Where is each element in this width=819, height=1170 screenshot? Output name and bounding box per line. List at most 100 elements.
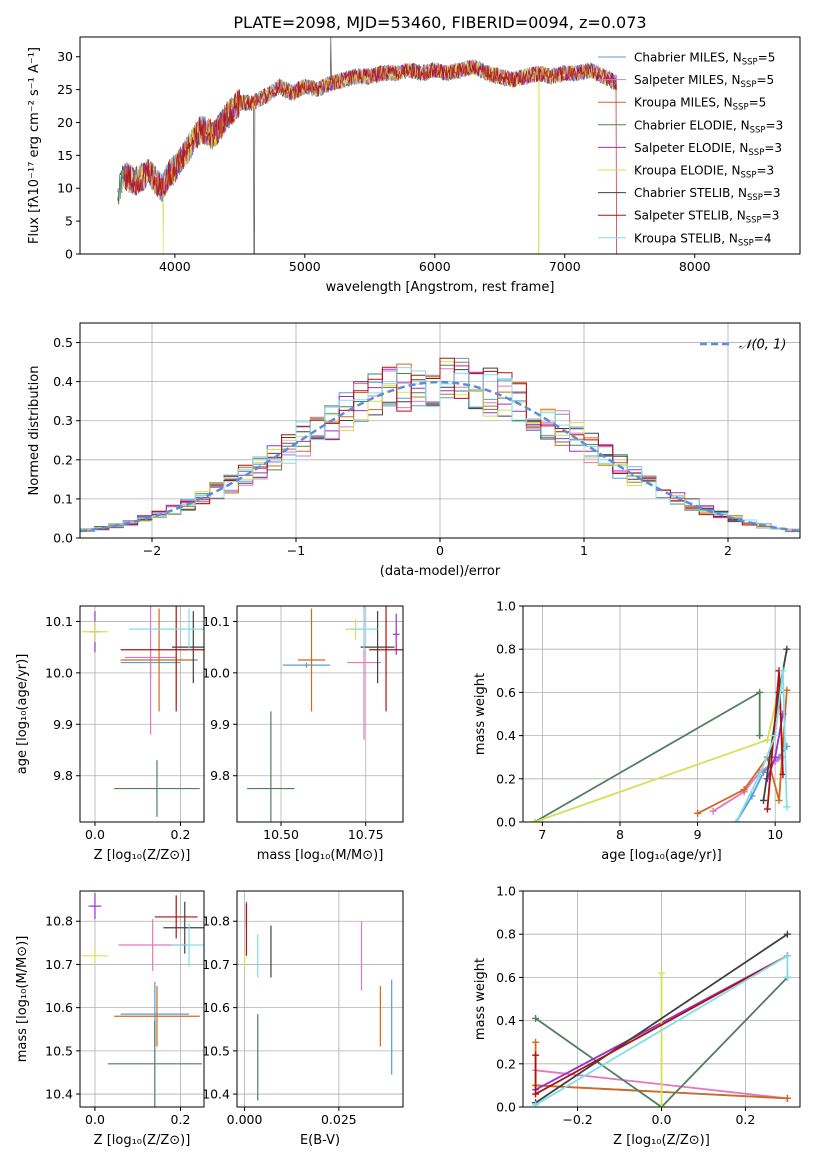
mass-weight-series xyxy=(658,969,665,1107)
y-tick-label: 1.0 xyxy=(496,884,516,899)
errorbar-point xyxy=(297,608,326,712)
spectrum-marks xyxy=(117,37,618,254)
mass-weight-marker xyxy=(740,786,748,794)
y-tick-label: 0.6 xyxy=(496,685,516,700)
x-tick-label: 0.000 xyxy=(227,1112,263,1127)
x-tick-label: 0.2 xyxy=(735,1112,755,1127)
y-tick-label: 0.2 xyxy=(496,771,516,786)
x-axis-label: E(B-V) xyxy=(300,1133,340,1148)
errorbar-point xyxy=(392,613,400,655)
x-tick-label: 9 xyxy=(694,827,702,842)
y-tick-label: 10.0 xyxy=(45,665,73,680)
mass-weight-line xyxy=(697,690,788,815)
mass-weight-marker xyxy=(763,736,771,744)
x-tick-label: 10.75 xyxy=(348,827,384,842)
y-tick-label: 10.1 xyxy=(45,614,73,629)
y-tick-label: 0.0 xyxy=(496,1100,516,1115)
y-tick-label: 9.9 xyxy=(53,717,73,732)
mass-weight-series xyxy=(531,688,764,822)
legend-entry: Salpeter MILES, NSSP=5 xyxy=(634,73,774,90)
residual_histogram-plot: −2 −1 0 1 2 0.0 0.1 0.2 0.3 0.4 0.5 (data-model)/er… xyxy=(27,322,801,579)
age_vs_mass-plot: 10.50 10.75 9.8 9.9 10.0 10.1 mass [log₁₀(M/M⊙… xyxy=(202,605,404,863)
mass-weight-marker xyxy=(532,1051,540,1059)
y-tick-label: 10.0 xyxy=(202,665,230,680)
axes-frame xyxy=(522,605,801,823)
x-axis-label: Z [log₁₀(Z/Z⊙)] xyxy=(94,848,191,863)
y-tick-label: 0.5 xyxy=(53,335,73,350)
y-tick-label: 0.4 xyxy=(496,728,516,743)
errorbar-point xyxy=(107,1020,202,1107)
y-axis-label: mass weight xyxy=(473,673,488,755)
x-tick-label: 1 xyxy=(580,543,588,558)
axes-frame xyxy=(79,36,801,255)
y-tick-label: 0.2 xyxy=(53,452,73,467)
mass-weight-line xyxy=(535,976,789,1107)
age_vs_Z-plot: 0.0 0.2 9.8 9.9 10.0 10.1 Z [log₁₀(Z/Z⊙)] age [… xyxy=(15,605,205,863)
mass-weight-marker xyxy=(783,645,791,653)
y-tick-label: 10.5 xyxy=(45,1043,73,1058)
residual_histogram-marks xyxy=(80,357,800,533)
mass-weight-series xyxy=(532,952,791,1107)
legend-entry: Kroupa STELIB, NSSP=4 xyxy=(634,231,772,248)
axes-frame xyxy=(79,890,205,1108)
y-tick-label: 10.6 xyxy=(45,1000,73,1015)
x-tick-label: 0.2 xyxy=(171,827,191,842)
y-tick-label: 10.7 xyxy=(202,957,230,972)
axes-frame xyxy=(236,605,404,823)
mass-weight-marker xyxy=(783,1094,791,1102)
errorbar-point xyxy=(163,901,204,954)
y-tick-label: 25 xyxy=(57,82,73,97)
x-tick-label: 0 xyxy=(436,543,444,558)
errorbar-point xyxy=(120,606,204,712)
mass-weight-marker xyxy=(783,686,791,694)
y-tick-label: 0.4 xyxy=(496,1013,516,1028)
mass_weight_vs_age-plot: 7 8 9 10 0.0 0.2 0.4 0.6 0.8 1.0 age [log₁₀(age/yr… xyxy=(473,599,801,863)
errorbar-point xyxy=(171,611,204,684)
spectrum-series-line xyxy=(123,60,617,254)
y-tick-label: 10 xyxy=(57,181,73,196)
x-tick-label: 7 xyxy=(538,827,546,842)
y-axis-label: Flux [fλ10⁻¹⁷ erg cm⁻² s⁻¹ A⁻¹] xyxy=(27,47,42,244)
normal-reference-curve xyxy=(80,380,800,533)
x-axis-label: Z [log₁₀(Z/Z⊙)] xyxy=(94,1133,191,1148)
legend-entry: 𝒩(0, 1) xyxy=(739,338,786,353)
x-tick-label: 0.0 xyxy=(85,827,105,842)
y-tick-label: 0.8 xyxy=(496,642,516,657)
legend-entry: Chabrier STELIB, NSSP=3 xyxy=(634,186,781,203)
histogram-step xyxy=(80,367,800,532)
mass-weight-marker xyxy=(771,732,779,740)
errorbar-point xyxy=(114,760,200,817)
age_vs_mass-marks xyxy=(247,606,403,822)
spectrum-series-line xyxy=(123,59,617,201)
x-axis-label: mass [log₁₀(M/M⊙)] xyxy=(257,848,384,863)
errorbar-point xyxy=(369,606,403,712)
y-tick-label: 10.5 xyxy=(202,1043,230,1058)
y-tick-label: 10.1 xyxy=(202,614,230,629)
mass-weight-marker xyxy=(658,1103,665,1107)
x-tick-label: 0.0 xyxy=(652,1112,672,1127)
x-tick-label: 10 xyxy=(767,827,783,842)
x-tick-label: 8 xyxy=(616,827,624,842)
mass-weight-marker xyxy=(756,732,764,740)
errorbar-point xyxy=(120,608,198,712)
mass-weight-marker xyxy=(709,807,717,815)
y-tick-label: 0.1 xyxy=(53,491,73,506)
errorbar-point xyxy=(282,662,331,668)
spectrum-plot: 4000 5000 6000 7000 8000 0 5 10 15 20 25 30 waveleng… xyxy=(27,36,801,295)
x-tick-label: −2 xyxy=(143,543,161,558)
figure-title: PLATE=2098, MJD=53460, FIBERID=0094, z=0… xyxy=(233,13,646,32)
x-axis-label: wavelength [Angstrom, rest frame] xyxy=(326,280,555,295)
spectrum-legend: Chabrier MILES, NSSP=5 Salpeter MILES, NS… xyxy=(598,51,783,248)
errorbar-point xyxy=(171,923,204,967)
errorbar-point xyxy=(114,986,200,1047)
errorbar-point xyxy=(82,947,108,965)
x-tick-label: 0.2 xyxy=(171,1112,191,1127)
errorbar-point xyxy=(350,608,378,650)
x-axis-label: (data-model)/error xyxy=(380,564,501,579)
mass-weight-marker xyxy=(763,805,771,813)
y-axis-label: age [log₁₀(age/yr)] xyxy=(15,654,30,775)
errorbar-point xyxy=(360,611,395,684)
errorbar-point xyxy=(82,621,108,642)
errorbar-point xyxy=(88,893,102,920)
